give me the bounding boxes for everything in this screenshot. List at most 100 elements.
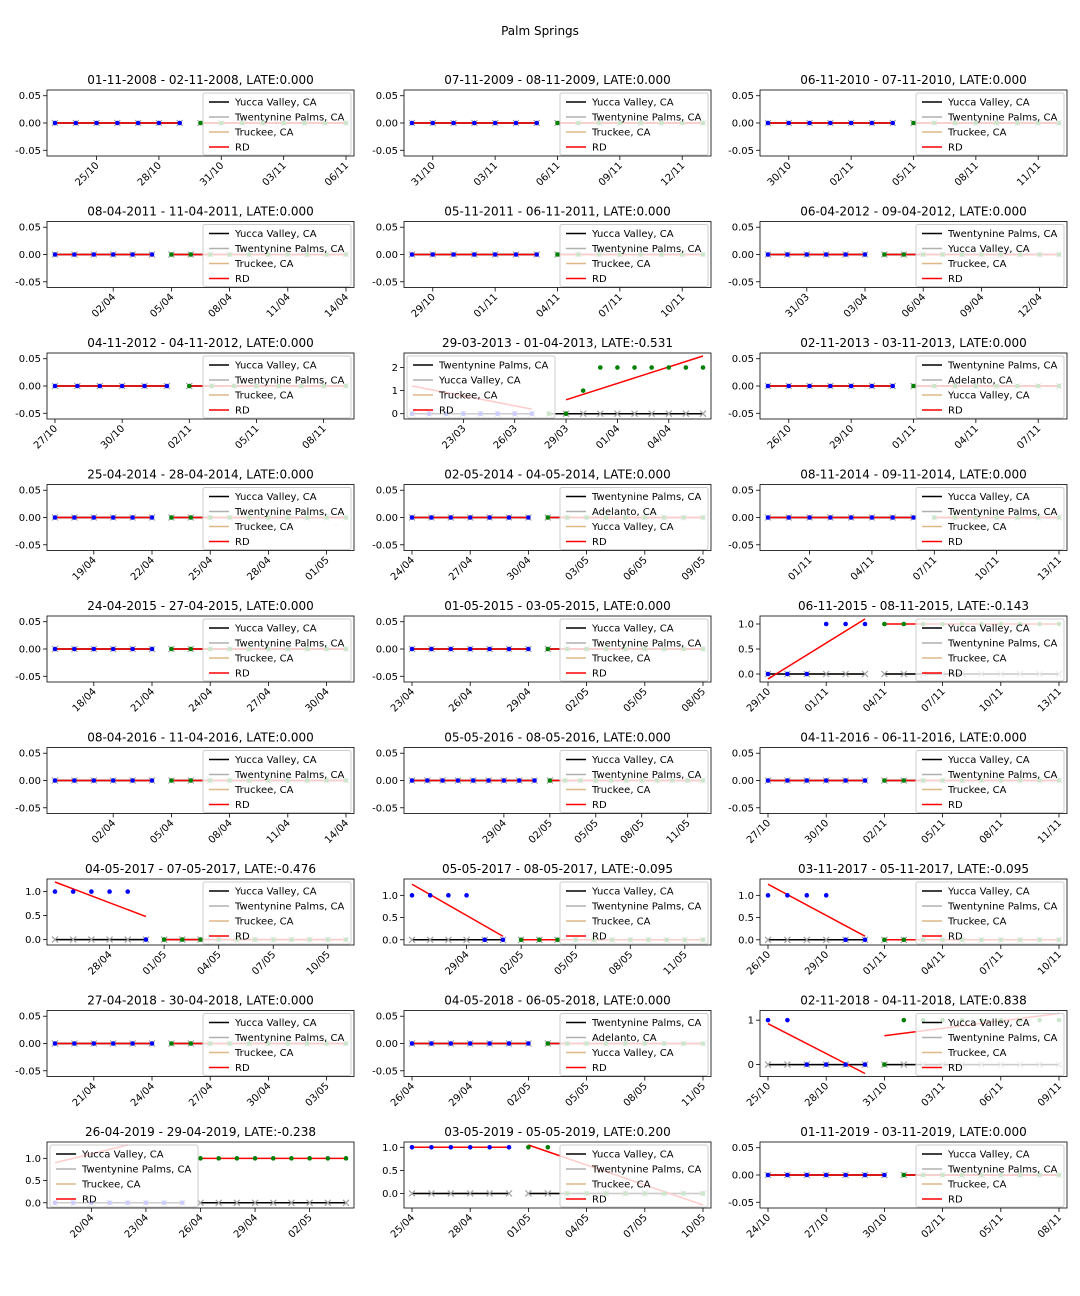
y-tick-label: 0.00 [732,1171,754,1182]
subplot-title: 06-11-2015 - 08-11-2015, LATE:-0.143 [798,599,1029,613]
pre-point [843,252,848,257]
pre-point [487,1145,492,1150]
subplot-6: 06-04-2012 - 09-04-2012, LATE:0.000 Twent… [728,205,1068,320]
subplot-title: 05-05-2016 - 08-05-2016, LATE:0.000 [444,731,671,745]
legend-box [202,881,352,945]
x-tick-label: 01/11 [861,949,889,977]
x-tick-label: 05/11 [233,423,261,451]
pre-point [94,120,99,126]
y-tick-label: 1 [392,386,398,397]
subplot-2: 07-11-2009 - 08-11-2009, LATE:0.000 Yucca… [372,73,712,189]
pre-point [785,671,790,677]
pre-point [843,621,848,627]
pre-point [487,515,492,520]
legend-box [915,750,1065,813]
pre-point [843,1062,848,1067]
x-tick-label: 03/05 [564,555,592,583]
post-point [198,120,203,126]
x-marker [764,1061,772,1069]
subplot-3: 06-11-2010 - 07-11-2010, LATE:0.000 Yucca… [728,73,1068,189]
pre-point [440,778,445,783]
pre-point [110,515,116,520]
x-tick-label: 01/04 [594,423,622,451]
y-tick-label: 0.0 [738,935,754,946]
x-marker [215,1199,223,1207]
x-tick-label: 29/04 [444,949,472,977]
post-point [555,937,560,943]
legend-label: Yucca Valley, CA [947,98,1030,109]
legend-label: Twentynine Palms, CA [591,902,702,913]
pre-point [807,120,812,126]
legend: Twentynine Palms, CA Adelanto, CA Yucca Va… [559,487,709,550]
subplot-27: 01-11-2019 - 03-11-2019, LATE:0.000 Yucca… [728,1125,1068,1241]
legend-label: Yucca Valley, CA [234,624,317,635]
x-tick-label: 05/04 [148,292,176,320]
pre-point [177,120,183,126]
post-point [188,252,194,257]
y-tick-label: 0.0 [382,1189,398,1200]
legend-label: Yucca Valley, CA [947,1018,1030,1029]
legend-label: Yucca Valley, CA [234,98,317,109]
y-tick-label: -0.05 [372,1066,398,1077]
x-tick-label: 11/11 [1015,160,1043,188]
post-point [666,365,672,370]
x-tick-label: 24/04 [187,686,215,714]
legend-label: Twentynine Palms, CA [947,361,1058,372]
pre-point [492,120,498,126]
y-tick-label: 0.5 [738,913,754,924]
pre-point [823,621,829,627]
post-point [198,1156,203,1161]
y-tick-label: -0.05 [15,803,41,814]
pre-point [130,515,135,520]
subplot-title: 02-11-2018 - 04-11-2018, LATE:0.838 [800,994,1027,1008]
legend-box [202,750,352,813]
pre-point [429,1145,434,1150]
x-tick-label: 13/11 [1036,686,1064,714]
x-marker [288,1199,295,1207]
x-tick-label: 29/03 [543,423,571,451]
legend-box [559,92,709,156]
rd-pre-line [767,618,866,680]
legend-label: RD [948,537,963,548]
pre-point [446,893,451,898]
pre-point [786,515,792,520]
x-tick-label: 05/11 [920,818,948,846]
pre-point [804,671,810,677]
pre-point [425,778,430,783]
pre-point [804,252,810,257]
axes-frame [759,878,1068,946]
x-tick-label: 24/04 [389,555,417,583]
pre-point [110,646,116,652]
legend-label: Twentynine Palms, CA [591,492,702,503]
legend-label: Truckee, CA [81,1180,141,1191]
legend-label: Twentynine Palms, CA [591,244,702,255]
pre-point [785,893,790,898]
pre-point [119,383,125,389]
pre-point [765,120,771,126]
y-tick-label: -0.05 [728,146,754,157]
x-marker [106,936,113,944]
legend-label: RD [235,800,250,811]
y-tick-label: 0.00 [376,513,398,524]
x-tick-label: 03/04 [842,292,870,320]
pre-point [52,120,58,126]
y-tick-label: 0.05 [19,223,41,234]
y-tick-label: 0.00 [732,776,754,787]
x-marker [631,410,638,418]
y-tick-label: 0.0 [382,935,398,946]
y-tick-label: 0.05 [732,1143,754,1154]
x-tick-label: 30/04 [505,555,533,583]
x-tick-label: 02/11 [166,423,194,451]
legend-label: Truckee, CA [947,917,1007,928]
legend-label: RD [235,669,250,680]
pre-point [848,120,854,126]
legend-label: RD [82,1195,97,1206]
rd-pre-line [411,883,504,937]
x-tick-label: 05/04 [148,818,176,846]
legend: Yucca Valley, CA Twentynine Palms, CA Truc… [202,224,352,287]
y-tick-label: 0.5 [25,1176,41,1187]
legend-label: Yucca Valley, CA [591,887,674,898]
legend-label: Truckee, CA [234,259,294,270]
post-point [545,1041,551,1046]
legend-label: Adelanto, CA [948,376,1013,387]
